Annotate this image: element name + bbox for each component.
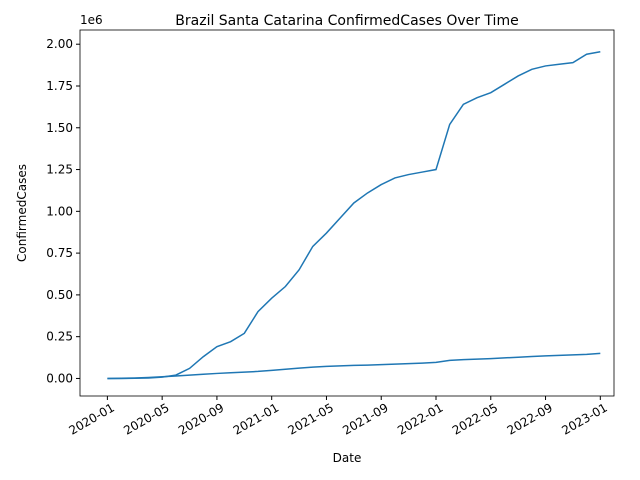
y-tick-label: 0.25 bbox=[46, 330, 73, 344]
chart-title: Brazil Santa Catarina ConfirmedCases Ove… bbox=[175, 13, 518, 29]
x-tick-label: 2022-09 bbox=[505, 400, 555, 437]
y-offset-label: 1e6 bbox=[80, 13, 103, 27]
x-tick-label: 2020-01 bbox=[66, 400, 116, 437]
y-tick-label: 1.00 bbox=[46, 204, 73, 218]
plot-frame bbox=[79, 29, 615, 397]
y-tick-label: 1.75 bbox=[46, 79, 73, 93]
x-tick-label: 2020-05 bbox=[121, 400, 171, 437]
series-line bbox=[107, 50, 601, 380]
x-tick-label: 2021-01 bbox=[231, 400, 281, 437]
x-tick-label: 2022-01 bbox=[395, 400, 445, 437]
y-tick-label: 2.00 bbox=[46, 37, 73, 51]
y-tick-label: 0.00 bbox=[46, 371, 73, 385]
x-tick-label: 2021-09 bbox=[340, 400, 390, 437]
x-tick-label: 2022-05 bbox=[450, 400, 500, 437]
y-tick-label: 0.75 bbox=[46, 246, 73, 260]
y-tick-label: 1.50 bbox=[46, 121, 73, 135]
x-axis-label: Date bbox=[333, 451, 362, 465]
y-tick-label: 0.50 bbox=[46, 288, 73, 302]
series-line bbox=[107, 352, 601, 380]
y-tick-label: 1.25 bbox=[46, 163, 73, 177]
x-tick-label: 2021-05 bbox=[286, 400, 336, 437]
x-tick-label: 2020-09 bbox=[176, 400, 226, 437]
x-tick-label: 2023-01 bbox=[559, 400, 609, 437]
y-axis-label: ConfirmedCases bbox=[15, 164, 29, 262]
